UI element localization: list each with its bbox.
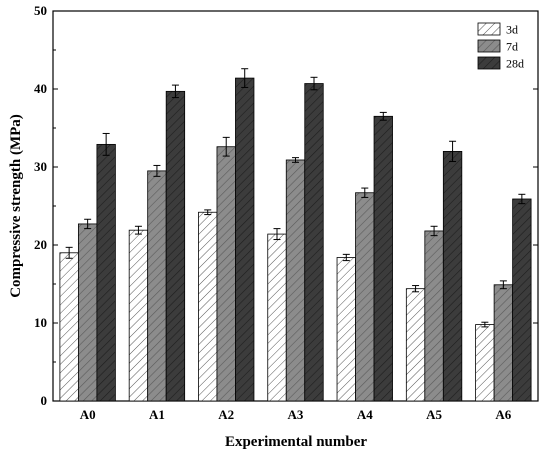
- y-tick-label: 10: [34, 315, 47, 330]
- bar-7d-A0: [77, 223, 98, 402]
- bar-7d-A3: [285, 159, 306, 402]
- bar-28d-A4: [373, 115, 393, 402]
- bar-28d-A2: [235, 77, 255, 402]
- legend-swatch-7d: [477, 39, 501, 53]
- y-tick-label: 0: [41, 393, 48, 408]
- x-tick-label: A0: [80, 407, 96, 422]
- y-tick-label: 30: [34, 159, 47, 174]
- bars: [59, 68, 532, 402]
- bar-28d-A5: [442, 150, 463, 402]
- bar-28d-A6: [512, 198, 532, 402]
- legend: 3d 7d 28d: [477, 22, 524, 71]
- legend-label-7d: 7d: [506, 40, 518, 54]
- x-tick-label: A1: [149, 407, 165, 422]
- x-tick-label: A4: [357, 407, 373, 422]
- x-tick-label: A2: [218, 407, 234, 422]
- bar-3d-A2: [198, 211, 218, 402]
- bar-28d-A3: [304, 83, 324, 402]
- bar-3d-A5: [405, 288, 426, 402]
- y-tick-label: 50: [34, 3, 47, 18]
- bar-3d-A4: [336, 257, 356, 402]
- legend-swatch-3d: [477, 22, 501, 36]
- bar-3d-A0: [59, 252, 79, 402]
- y-tick-label: 40: [34, 81, 47, 96]
- bar-3d-A6: [475, 324, 495, 402]
- bar-3d-A1: [128, 229, 149, 402]
- x-axis: A0 A1 A2 A3 A4 A5 A6: [80, 396, 512, 422]
- bar-28d-A0: [96, 143, 116, 402]
- bar-3d-A3: [267, 233, 287, 402]
- x-axis-title: Experimental number: [225, 434, 367, 450]
- legend-label-3d: 3d: [506, 23, 518, 37]
- bar-7d-A1: [147, 170, 167, 402]
- bar-7d-A5: [424, 230, 444, 402]
- legend-label-28d: 28d: [506, 57, 524, 71]
- bar-7d-A2: [216, 146, 236, 402]
- x-tick-label: A3: [288, 407, 304, 422]
- x-tick-label: A5: [426, 407, 442, 422]
- legend-swatch-28d: [477, 56, 501, 70]
- y-axis-title: Compressive strength (MPa): [8, 114, 24, 298]
- x-tick-label: A6: [495, 407, 511, 422]
- y-tick-label: 20: [34, 237, 47, 252]
- bar-7d-A6: [493, 284, 514, 402]
- bar-28d-A1: [165, 90, 186, 402]
- y-axis: 0 10 20 30 40 50: [34, 3, 538, 408]
- bar-7d-A4: [355, 192, 375, 402]
